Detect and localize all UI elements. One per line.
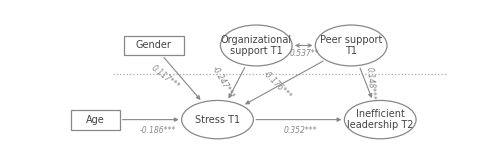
Text: 0.352***: 0.352*** [284, 126, 318, 135]
Text: Inefficient
leadership T2: Inefficient leadership T2 [347, 109, 414, 130]
Text: Organizational
support T1: Organizational support T1 [220, 35, 292, 56]
Text: -0.186***: -0.186*** [140, 126, 175, 135]
Text: -0.176***: -0.176*** [262, 69, 294, 101]
Text: 0.117***: 0.117*** [149, 64, 181, 91]
Text: Age: Age [86, 115, 105, 125]
Text: Stress T1: Stress T1 [195, 115, 240, 125]
Text: Peer support
T1: Peer support T1 [320, 35, 382, 56]
Text: 0.148***: 0.148*** [364, 67, 376, 101]
Text: -0.247***: -0.247*** [210, 65, 236, 100]
Text: Gender: Gender [136, 41, 172, 50]
Text: 0.537**: 0.537** [290, 49, 320, 58]
